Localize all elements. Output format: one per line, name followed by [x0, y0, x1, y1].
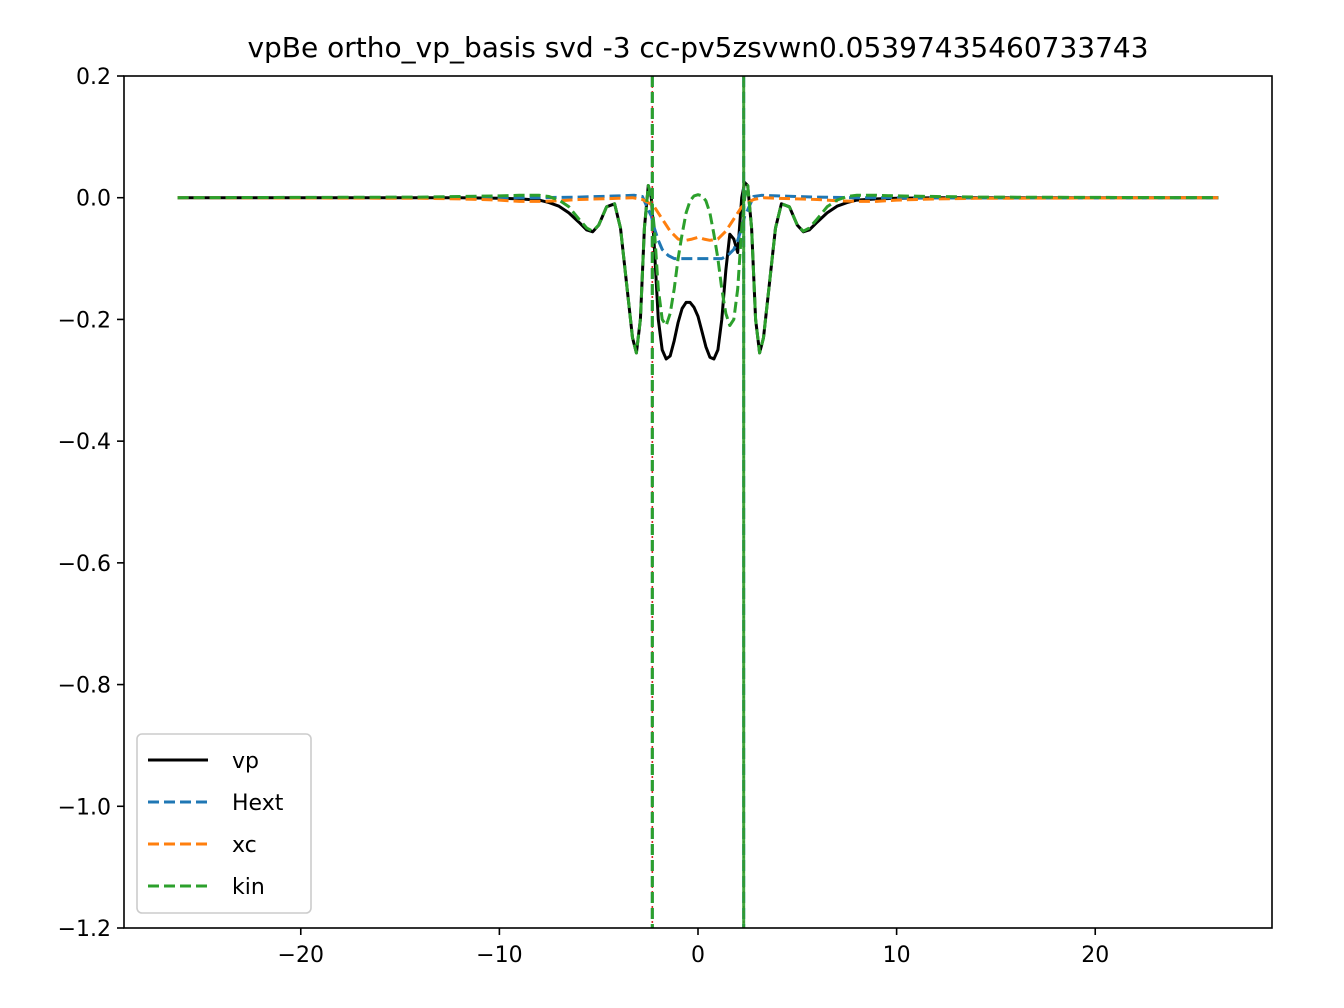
y-tick-label: −0.6 [58, 552, 111, 577]
x-tick-label: −20 [278, 943, 324, 968]
y-tick-label: −0.2 [58, 308, 111, 333]
chart-title: vpBe ortho_vp_basis svd -3 cc-pv5zsvwn0.… [247, 31, 1148, 64]
y-tick-label: −1.0 [58, 795, 111, 820]
x-tick-label: −10 [476, 943, 522, 968]
x-tick-label: 10 [883, 943, 911, 968]
legend-label-vp: vp [232, 749, 259, 774]
series-line-kin [177, 184, 1219, 355]
y-tick-label: −0.4 [58, 430, 111, 455]
plot-area [124, 76, 1272, 928]
series-line-xc [177, 196, 1219, 242]
y-tick-label: 0.0 [76, 187, 111, 212]
y-axis: 0.2 0.0 −0.2 −0.4 −0.6 −0.8 −1.0 −1.2 [58, 65, 124, 942]
legend-label-xc: xc [232, 833, 257, 858]
legend-box [136, 733, 312, 914]
legend-label-kin: kin [232, 875, 265, 900]
y-tick-label: −1.2 [58, 917, 111, 942]
legend-label-hext: Hext [232, 791, 284, 816]
y-tick-label: −0.8 [58, 674, 111, 699]
x-tick-label: 20 [1081, 943, 1109, 968]
x-tick-label: 0 [691, 943, 705, 968]
series-line-hext [177, 193, 1219, 261]
series-layer [177, 181, 1219, 361]
x-axis: −20 −10 0 10 20 [278, 928, 1109, 968]
nuclei-layer [650, 76, 746, 928]
y-tick-label: 0.2 [76, 65, 111, 90]
legend: vp Hext xc kin [136, 733, 312, 914]
